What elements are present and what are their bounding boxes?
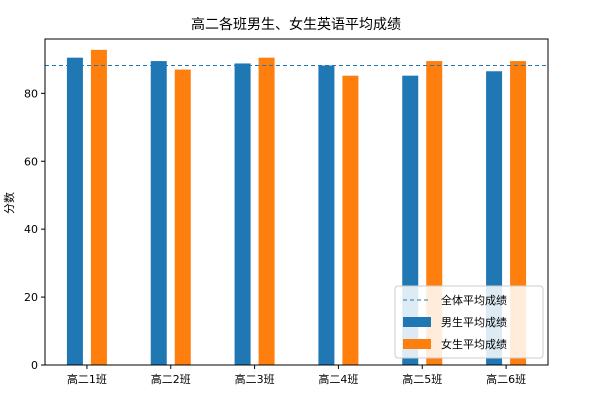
bar-female-4 <box>342 75 359 366</box>
bar-female-1 <box>90 49 107 365</box>
plot-frame <box>44 38 549 366</box>
x-tick-label: 高二1班 <box>67 372 107 386</box>
x-tick-label: 高二5班 <box>402 372 442 386</box>
chart-title: 高二各班男生、女生英语平均成绩 <box>191 16 401 33</box>
bar-female-3 <box>258 57 275 365</box>
legend-swatch-male <box>403 317 431 327</box>
bar-male-2 <box>150 61 167 366</box>
legend-label-male: 男生平均成绩 <box>441 315 507 329</box>
x-tick-label: 高二4班 <box>318 372 358 386</box>
legend-label-female: 女生平均成绩 <box>441 337 507 351</box>
legend-frame <box>394 285 544 359</box>
y-axis-label: 分数 <box>3 192 16 214</box>
bar-male-3 <box>234 63 251 365</box>
legend-label-reference-line: 全体平均成绩 <box>441 293 507 307</box>
x-tick-label: 高二2班 <box>151 372 191 386</box>
bar-male-4 <box>318 65 335 366</box>
x-tick-label: 高二3班 <box>235 372 275 386</box>
y-tick-label: 20 <box>24 291 38 304</box>
y-tick-label: 40 <box>24 223 38 236</box>
y-tick-label: 60 <box>24 155 38 168</box>
y-tick-label: 80 <box>24 87 38 100</box>
bar-female-2 <box>174 69 191 365</box>
bar-male-1 <box>66 57 83 365</box>
legend-swatch-female <box>403 339 431 349</box>
y-tick-label: 0 <box>31 359 38 372</box>
x-tick-label: 高二6班 <box>486 372 526 386</box>
